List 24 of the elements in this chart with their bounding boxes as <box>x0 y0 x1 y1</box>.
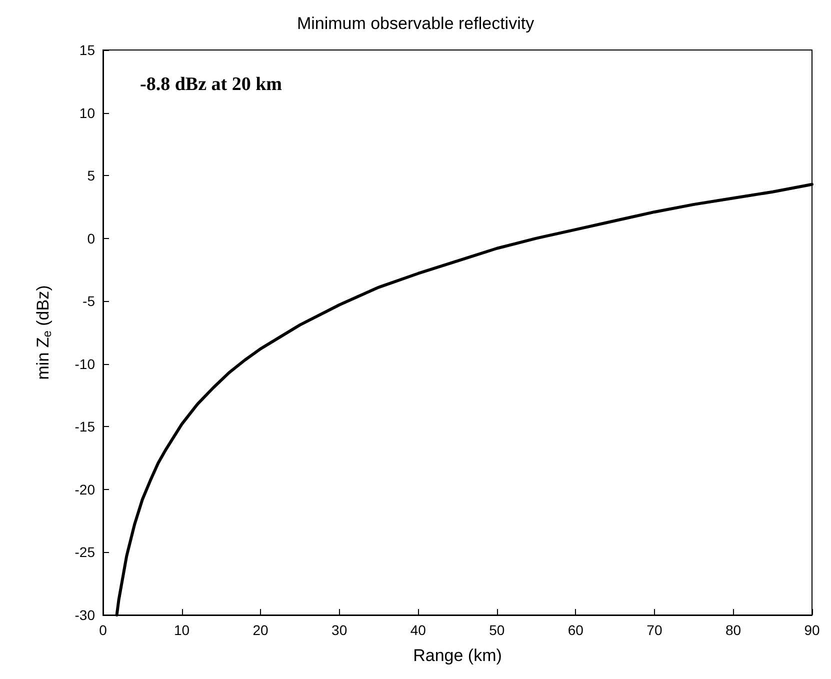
x-tick-label: 80 <box>725 622 742 638</box>
x-tick-label: 90 <box>804 622 820 638</box>
y-tick-label: -25 <box>74 544 96 560</box>
y-tick-label: 5 <box>87 168 96 184</box>
x-tick-label: 0 <box>99 622 108 638</box>
x-tick-label: 70 <box>646 622 662 638</box>
y-tick-label: -20 <box>74 481 96 498</box>
chart-title: Minimum observable reflectivity <box>296 14 535 33</box>
x-tick-label: 30 <box>332 622 348 638</box>
x-tick-label: 40 <box>410 622 426 638</box>
y-tick-label: 10 <box>79 104 96 121</box>
y-tick-label: -30 <box>74 607 96 623</box>
x-tick-label: 60 <box>568 622 584 638</box>
x-tick-label: 10 <box>174 622 190 638</box>
y-tick-label: -10 <box>74 356 96 372</box>
y-axis-title: min Ze (dBz) <box>34 285 54 380</box>
x-axis-title: Range (km) <box>413 646 502 665</box>
y-tick-label: 15 <box>79 42 96 58</box>
y-tick-label: -15 <box>74 418 96 435</box>
y-tick-label: 0 <box>87 230 96 246</box>
annotation: -8.8 dBz at 20 km <box>140 74 282 95</box>
y-tick-label: -5 <box>82 293 96 310</box>
x-tick-label: 20 <box>252 622 269 638</box>
x-tick-label: 50 <box>489 622 505 638</box>
